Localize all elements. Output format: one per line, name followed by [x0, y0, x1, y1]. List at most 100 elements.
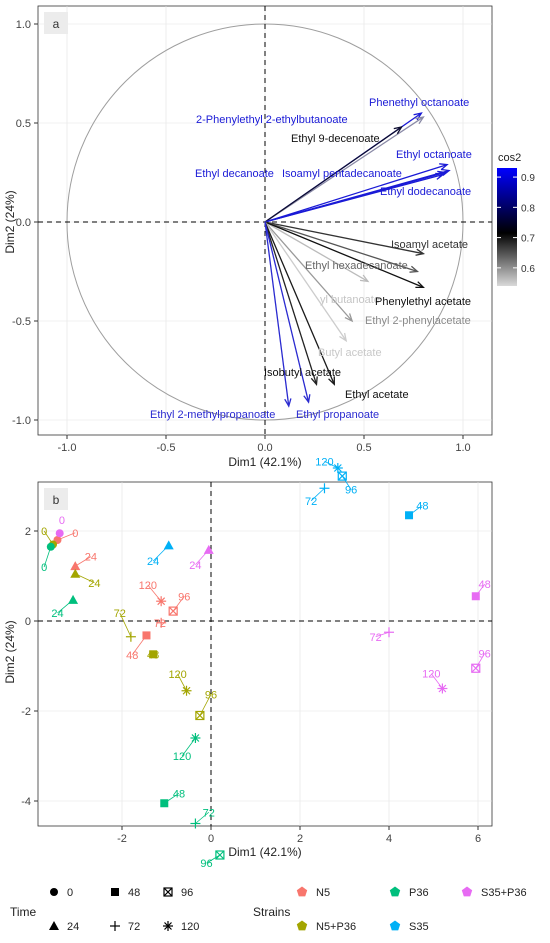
strain-legend-entries: N5 P36 S35+P36 N5+P36 S35: [296, 886, 527, 933]
panel-a-tick-labels: -1.0 -0.5 0.0 0.5 1.0 1.0 0.5 0.0 -0.5 -1.0: [12, 19, 471, 454]
var-label-isobutyl-acetate: Isobutyl acetate: [264, 367, 341, 379]
arrow-ethyl-2-phenylacetate: [264, 221, 353, 322]
y-tick-label: -0.5: [12, 316, 31, 328]
x-tick-label: 1.0: [455, 442, 470, 454]
point-n5-p36-t96-box: [195, 710, 205, 721]
time-key-label-0: 0: [67, 887, 73, 899]
arrow-isobutyl-acetate: [264, 221, 318, 385]
arrowhead-ethyl-2-phenylacetate: [344, 313, 354, 323]
point-s35-p36-t24: [203, 544, 214, 554]
y-tick-label: 0.5: [16, 118, 31, 130]
x-tick-label: 0.0: [257, 442, 272, 454]
panel-b-zero-lines: [38, 482, 492, 826]
colorbar-tick-label: 0.7: [521, 234, 535, 245]
variable-arrows: [264, 112, 451, 408]
point-n5-t96-d2: [168, 606, 178, 616]
label-p36-t120: 120: [173, 751, 191, 763]
cos2-legend-title: cos2: [498, 152, 521, 164]
arrow-ethyl-acetate: [264, 221, 335, 385]
colorbar-tick-label: 0.6: [521, 264, 535, 275]
strain-key-s35-p36: [461, 886, 473, 897]
time-legend-entries: 0 48 96 24 72 120: [49, 887, 199, 933]
arrowhead-ethyl-2-methylpropanoate: [284, 398, 292, 408]
connector-s35-p36-t96: [475, 653, 486, 669]
var-label-ethyl-9-decenoate: Ethyl 9-decenoate: [291, 133, 380, 145]
point-s35-p36-t96: [471, 663, 481, 673]
label-s35-t24: 24: [147, 556, 159, 568]
cos2-legend: cos2 0.9 0.8 0.7 0.6: [497, 152, 535, 286]
time-key-24: [49, 921, 59, 930]
var-label-yl-butanoate: yl butanoate: [320, 294, 380, 306]
point-n5-t72: [156, 617, 167, 628]
colorbar-tick-label: 0.8: [521, 203, 535, 214]
label-s35-p36-t96: 96: [479, 648, 491, 660]
y-tick-label: 0.0: [16, 217, 31, 229]
label-n5-t0: 0: [72, 528, 78, 540]
label-n5-p36-t72: 72: [114, 608, 126, 620]
strain-key-label-n5-p36: N5+P36: [316, 921, 356, 933]
arrow-ethyl-2-methylpropanoate: [264, 221, 290, 407]
label-s35-p36-t24: 24: [189, 560, 201, 572]
label-s35-p36-t120: 120: [422, 669, 440, 681]
x-tick-label: 6: [475, 833, 481, 845]
label-s35-t96: 96: [345, 485, 357, 497]
x-tick-label: -1.0: [58, 442, 77, 454]
x-tick-label: 0: [208, 833, 214, 845]
arrowhead-isoamyl-acetate: [415, 248, 426, 256]
strain-key-label-s35: S35: [409, 921, 429, 933]
var-label-2-phenylethyl-2-ethylbutanoate: 2-Phenylethyl 2-ethylbutanoate: [196, 114, 348, 126]
point-p36-t24: [68, 594, 79, 604]
label-n5-p36-t24: 24: [88, 578, 100, 590]
point-s35-t72: [319, 483, 330, 494]
connector-n5-p36-t72: [119, 612, 132, 637]
time-key-0: [50, 888, 58, 896]
var-label-ethyl-octanoate: Ethyl octanoate: [396, 149, 472, 161]
var-label-ethyl-dodecanoate: Ethyl dodecanoate: [380, 186, 471, 198]
panel-a-y-axis-label: Dim2 (24%): [3, 190, 17, 253]
individual-points: [46, 463, 481, 860]
point-s35-p36-t0: [55, 529, 64, 538]
label-n5-t24: 24: [85, 552, 97, 564]
point-s35-t120: [332, 463, 343, 473]
point-n5-t48: [142, 631, 151, 640]
var-label-butyl-acetate: Butyl acetate: [318, 347, 382, 359]
point-s35-p36-t96-box: [471, 663, 481, 673]
time-legend-title: Time: [10, 905, 37, 919]
time-key-72: [110, 921, 120, 931]
arrowhead-ethyl-acetate: [328, 376, 335, 386]
point-s35-p36-t96-d2: [471, 663, 481, 673]
panel-b-background: [37, 481, 493, 827]
y-tick-label: 0: [25, 616, 31, 628]
label-p36-t96: 96: [200, 858, 212, 870]
panel-b-tag: b: [53, 493, 60, 507]
arrow-ethyl-butanoate: [264, 221, 369, 282]
var-label-isoamyl-acetate: Isoamyl acetate: [391, 239, 468, 251]
x-tick-label: 2: [297, 833, 303, 845]
time-key-label-96: 96: [181, 887, 193, 899]
arrowhead-ethyl-9-decenoate: [393, 126, 403, 135]
point-s35-t48: [405, 511, 414, 520]
time-key-label-72: 72: [128, 921, 140, 933]
connector-p36-t72: [195, 811, 210, 824]
point-p36-t96: [215, 850, 225, 860]
var-label-ethyl-2-phenylacetate: Ethyl 2-phenylacetate: [365, 315, 471, 327]
time-key-96-box: [163, 887, 173, 897]
time-key-label-48: 48: [128, 887, 140, 899]
point-p36-t96-box: [215, 850, 225, 860]
label-n5-t120: 120: [139, 580, 157, 592]
point-p36-t72: [190, 818, 201, 829]
x-tick-label: 4: [386, 833, 392, 845]
strain-key-n5: [296, 886, 308, 897]
label-s35-t72: 72: [305, 496, 317, 508]
strain-key-n5-p36: [296, 920, 308, 931]
label-n5-t96: 96: [178, 591, 190, 603]
label-s35-t48: 48: [416, 500, 428, 512]
label-p36-t0: 0: [41, 562, 47, 574]
point-n5-p36-t96-d2: [195, 711, 205, 720]
connector-s35-p36-t72: [375, 631, 390, 638]
arrow-2-phenylethyl-2-ethylbutanoate: [264, 116, 424, 223]
point-n5-t120: [156, 596, 167, 607]
point-s35-p36-t48: [471, 592, 480, 601]
y-tick-label: 2: [25, 526, 31, 538]
